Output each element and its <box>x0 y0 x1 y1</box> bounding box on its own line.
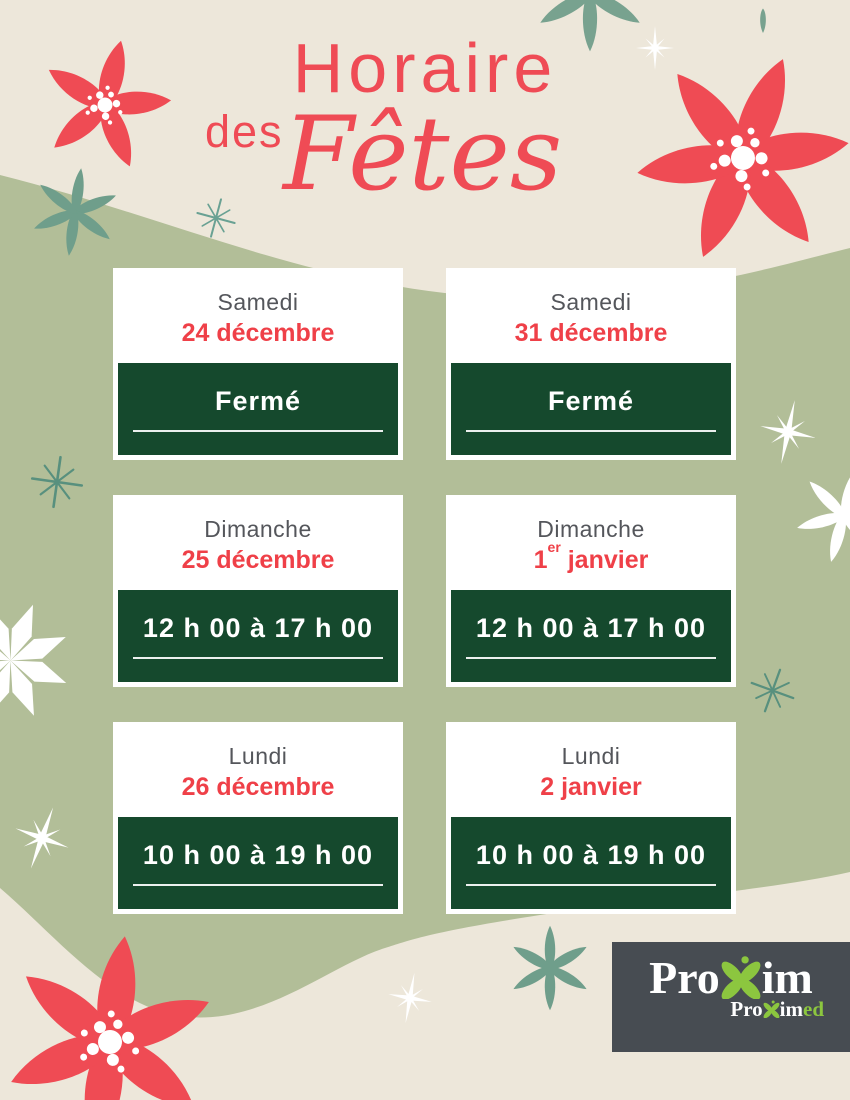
card-date-tail: janvier <box>560 546 649 574</box>
card-day: Lundi <box>561 743 621 769</box>
card-date: 2 janvier <box>446 773 736 802</box>
card-date-main: 24 décembre <box>181 319 335 347</box>
hours-text: 10 h 00 à 19 h 00 <box>475 840 707 870</box>
card-date-main: 2 janvier <box>540 773 642 801</box>
card-day: Samedi <box>550 289 632 315</box>
schedule-grid: Samedi 24 décembre Fermé Samedi 31 décem… <box>113 268 736 914</box>
sparkle-star-icon <box>383 969 437 1027</box>
card-date: 26 décembre <box>113 773 403 802</box>
card-day: Dimanche <box>204 516 312 542</box>
card-date: 25 décembre <box>113 546 403 575</box>
card-date-main: 1 <box>533 546 548 574</box>
asterisk-snowflake-icon <box>740 658 805 723</box>
card-date-main: 25 décembre <box>181 546 335 574</box>
schedule-card-jan1: Dimanche 1er janvier 12 h 00 à 17 h 00 <box>446 495 736 687</box>
asterisk-snowflake-icon <box>22 447 92 517</box>
hours-box: 10 h 00 à 19 h 00 <box>451 817 731 909</box>
flower-star-icon <box>495 913 605 1023</box>
proxim-wordmark: Pro im <box>612 952 850 1004</box>
hours-box: 12 h 00 à 17 h 00 <box>118 590 398 682</box>
hours-underline <box>466 657 716 659</box>
hours-underline <box>133 657 383 659</box>
poinsettia-flower-icon <box>0 923 229 1100</box>
hours-text: 12 h 00 à 17 h 00 <box>142 613 374 643</box>
sparkle-star-icon <box>4 800 80 876</box>
schedule-card-dec25: Dimanche 25 décembre 12 h 00 à 17 h 00 <box>113 495 403 687</box>
card-day: Lundi <box>228 743 288 769</box>
hours-box: Fermé <box>118 363 398 455</box>
title-fetes: Fêtes <box>283 95 563 214</box>
proximed-wordmark: Pro imed <box>612 997 850 1022</box>
card-date-main: 31 décembre <box>514 319 668 347</box>
hours-text: 12 h 00 à 17 h 00 <box>475 613 707 643</box>
hours-underline <box>466 430 716 432</box>
schedule-card-jan2: Lundi 2 janvier 10 h 00 à 19 h 00 <box>446 722 736 914</box>
card-day: Dimanche <box>537 516 645 542</box>
schedule-card-dec26: Lundi 26 décembre 10 h 00 à 19 h 00 <box>113 722 403 914</box>
leaf-x-icon <box>761 1000 781 1020</box>
hours-text: Fermé <box>547 386 635 416</box>
logo-text-post: im <box>761 952 813 1003</box>
logo-text-pre: Pro <box>649 952 720 1003</box>
hours-text: 10 h 00 à 19 h 00 <box>142 840 374 870</box>
card-date: 31 décembre <box>446 319 736 348</box>
flower-star-icon <box>781 453 850 578</box>
proxim-logo: Pro im Pro imed <box>612 942 850 1052</box>
card-date-main: 26 décembre <box>181 773 335 801</box>
hours-text: Fermé <box>214 386 302 416</box>
logo-sub-pre: Pro <box>730 997 763 1021</box>
logo-sub-suffix: ed <box>803 997 824 1021</box>
card-day: Samedi <box>217 289 299 315</box>
schedule-card-dec31: Samedi 31 décembre Fermé <box>446 268 736 460</box>
schedule-card-dec24: Samedi 24 décembre Fermé <box>113 268 403 460</box>
hours-box: 12 h 00 à 17 h 00 <box>451 590 731 682</box>
flower-star-icon <box>15 152 135 272</box>
hours-underline <box>133 430 383 432</box>
diamond-flower-icon <box>0 583 88 738</box>
hours-underline <box>466 884 716 886</box>
leaf-x-icon <box>717 956 764 1004</box>
card-date: 1er janvier <box>446 540 736 575</box>
card-date: 24 décembre <box>113 319 403 348</box>
hours-underline <box>133 884 383 886</box>
title-horaire: Horaire <box>292 29 558 107</box>
card-date-sup: er <box>547 539 561 556</box>
hours-box: 10 h 00 à 19 h 00 <box>118 817 398 909</box>
asterisk-snowflake-icon <box>187 189 245 247</box>
title-des: des <box>205 106 284 157</box>
hours-box: Fermé <box>451 363 731 455</box>
logo-sub-mid: im <box>779 997 803 1021</box>
